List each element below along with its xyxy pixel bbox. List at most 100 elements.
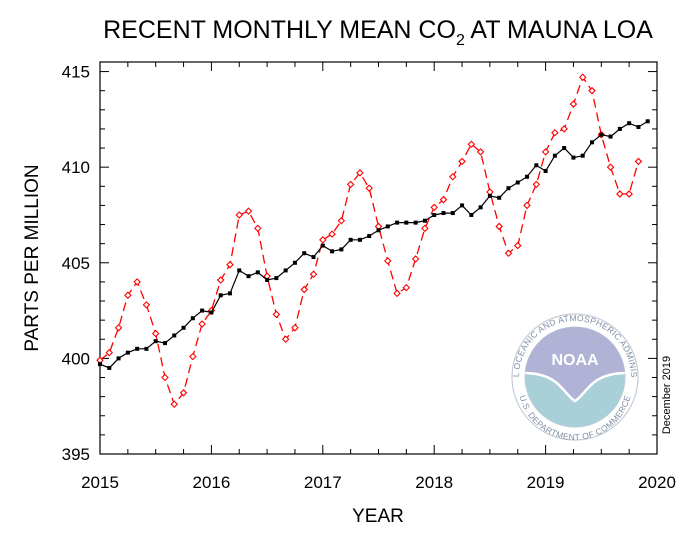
data-point <box>478 205 483 210</box>
data-point <box>495 222 503 231</box>
data-point <box>133 278 141 286</box>
data-point <box>395 220 400 225</box>
data-point <box>281 335 290 344</box>
y-tick-label: 410 <box>62 158 90 177</box>
data-point <box>226 260 234 269</box>
data-point <box>98 362 102 367</box>
data-point <box>292 260 297 265</box>
data-point <box>580 153 585 158</box>
data-point <box>255 270 260 275</box>
x-tick-labels: 2015 2016 2017 2018 2019 2020 <box>81 473 676 492</box>
data-point <box>209 310 214 315</box>
data-point <box>569 100 578 108</box>
data-point <box>144 346 149 351</box>
data-point <box>227 291 232 296</box>
data-point <box>560 125 568 133</box>
data-point <box>302 251 307 256</box>
data-point <box>300 285 309 294</box>
y-tick-label: 405 <box>62 254 90 273</box>
x-tick-label: 2015 <box>81 473 119 492</box>
data-point <box>107 365 112 370</box>
data-point <box>441 211 446 216</box>
data-point <box>430 203 438 212</box>
data-point <box>244 207 253 215</box>
data-point <box>562 146 567 151</box>
series-1 <box>98 119 650 370</box>
data-point <box>645 119 650 124</box>
data-point <box>328 230 336 238</box>
data-point <box>181 325 186 330</box>
data-point <box>142 301 151 309</box>
date-note: December 2019 <box>661 356 673 434</box>
axis-ticks <box>99 62 658 455</box>
y-axis-label: PARTS PER MILLION <box>22 164 43 351</box>
data-point <box>467 140 476 149</box>
data-point <box>367 234 372 239</box>
data-point <box>218 293 223 298</box>
data-point <box>170 400 179 409</box>
data-point <box>385 224 390 229</box>
data-point <box>636 125 641 130</box>
logo-name: NOAA <box>551 352 599 369</box>
x-tick-label: 2018 <box>415 473 453 492</box>
data-point <box>476 148 485 156</box>
logo-sky-area <box>525 327 625 401</box>
x-tick-label: 2019 <box>527 473 565 492</box>
data-point <box>272 310 281 319</box>
chart-title-rest: AT MAUNA LOA <box>465 16 653 44</box>
data-point <box>319 236 327 244</box>
data-point <box>571 155 576 160</box>
logo-bird-outline <box>525 371 625 403</box>
x-axis-label: YEAR <box>352 506 404 527</box>
data-point <box>162 341 167 346</box>
data-point <box>254 224 262 233</box>
chart-title: RECENT MONTHLY MEAN CO2 AT MAUNA LOA <box>103 16 653 49</box>
data-point <box>532 180 541 189</box>
x-tick-label: 2017 <box>304 473 342 492</box>
data-point <box>153 339 158 344</box>
chart-title-subscript: 2 <box>456 32 465 49</box>
data-point <box>384 257 392 265</box>
y-tick-label: 395 <box>62 445 90 464</box>
data-point <box>523 201 531 210</box>
data-point <box>588 86 596 95</box>
data-point <box>448 172 457 181</box>
data-point <box>404 220 409 225</box>
data-point <box>421 224 429 233</box>
data-point <box>125 350 130 355</box>
data-point <box>337 216 346 225</box>
data-point <box>190 316 195 321</box>
data-point <box>216 276 225 284</box>
data-point <box>320 243 325 248</box>
data-point <box>172 333 177 338</box>
x-tick-label: 2020 <box>638 473 676 492</box>
data-point <box>458 157 466 166</box>
data-point <box>235 211 244 219</box>
data-point <box>627 121 632 126</box>
data-point <box>402 283 411 292</box>
data-point <box>578 73 587 82</box>
data-point <box>161 373 169 382</box>
data-point <box>365 184 373 192</box>
data-point <box>309 270 318 279</box>
x-tick-label: 2016 <box>192 473 230 492</box>
data-point <box>330 249 335 254</box>
data-point <box>189 352 197 361</box>
data-point <box>439 195 448 204</box>
y-tick-label: 415 <box>62 63 90 82</box>
data-point <box>179 389 188 397</box>
data-point <box>534 163 539 168</box>
data-point <box>606 163 615 171</box>
data-point <box>513 241 522 250</box>
data-point <box>525 174 530 179</box>
data-point <box>198 320 206 328</box>
data-point <box>469 212 474 217</box>
data-point <box>497 195 502 200</box>
y-tick-label: 400 <box>62 349 90 368</box>
data-point <box>311 255 316 260</box>
data-point <box>590 140 595 145</box>
data-point <box>450 211 455 216</box>
data-point <box>265 277 270 282</box>
data-point <box>339 247 344 252</box>
data-point <box>135 346 140 351</box>
